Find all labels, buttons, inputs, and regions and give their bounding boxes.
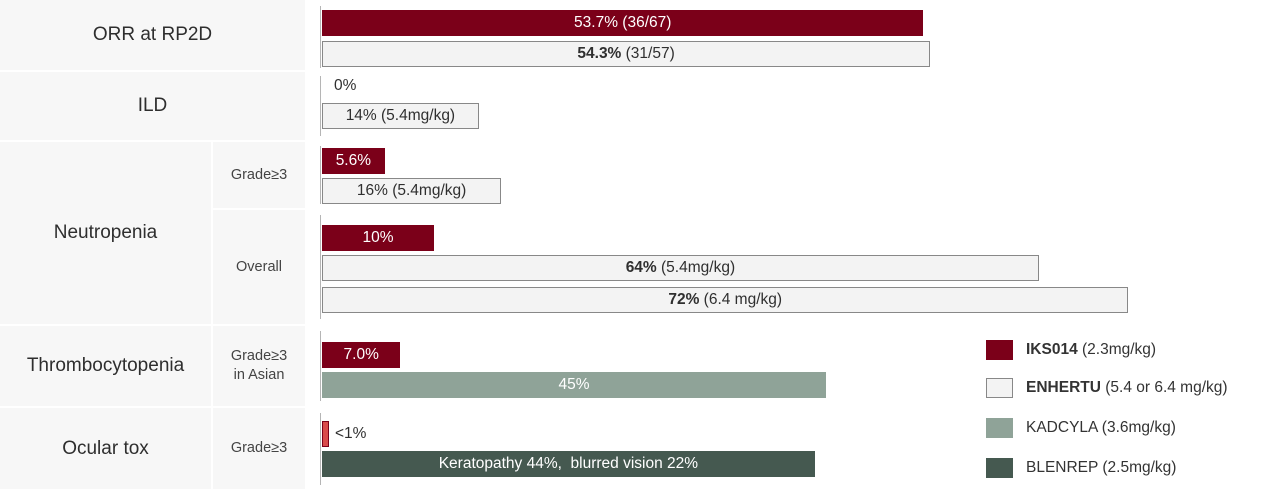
bar-ocular_small xyxy=(322,421,329,447)
bar-value-label: 10% xyxy=(362,229,394,246)
category-label: ORR at RP2D xyxy=(92,24,213,45)
bar-value-label: 7.0% xyxy=(343,346,379,363)
row-label-thrombocytopenia: Thrombocytopenia xyxy=(0,326,211,408)
bar-enh xyxy=(322,287,1129,313)
axis-line xyxy=(320,331,321,401)
row-label-ild: ILD xyxy=(0,72,305,142)
legend-text: KADCYLA (3.6mg/kg) xyxy=(1026,419,1176,436)
axis-line xyxy=(320,146,321,204)
category-label: Ocular tox xyxy=(62,437,149,459)
sub-label-thrombo-grade3-asian: Grade≥3 in Asian xyxy=(211,326,305,408)
bar-iks xyxy=(322,148,385,174)
bar-value-label: 53.7% (36/67) xyxy=(574,14,672,31)
bar-value-label: 64% (5.4mg/kg) xyxy=(625,259,736,276)
bar-iks xyxy=(322,342,401,368)
axis-line xyxy=(320,6,321,68)
category-label: Neutropenia xyxy=(53,222,158,243)
legend-item-iks014: IKS014 (2.3mg/kg) xyxy=(986,339,1156,361)
legend-swatch xyxy=(986,418,1013,438)
bar-value-label: 5.6% xyxy=(335,152,372,169)
legend-swatch xyxy=(986,340,1013,360)
bar-value-label: <1% xyxy=(335,425,367,442)
bar-enh xyxy=(322,103,479,129)
sub-label-ocular-grade3: Grade≥3 xyxy=(211,408,305,491)
legend-swatch xyxy=(986,378,1013,398)
axis-line xyxy=(320,76,321,136)
axis-line xyxy=(320,413,321,485)
category-label: Thrombocytopenia xyxy=(26,355,185,376)
bar-value-label: 16% (5.4mg/kg) xyxy=(356,182,467,199)
bar-value-label: 72% (6.4 mg/kg) xyxy=(668,291,783,308)
bar-enh xyxy=(322,255,1039,281)
row-label-orr: ORR at RP2D xyxy=(0,0,305,72)
sub-label: Grade≥3 xyxy=(230,166,288,183)
category-label: ILD xyxy=(137,95,168,116)
bar-kad xyxy=(322,372,826,398)
legend-swatch xyxy=(986,458,1013,478)
bar-value-label: 0% xyxy=(334,77,357,94)
row-label-ocular: Ocular tox xyxy=(0,408,211,491)
bar-enh xyxy=(322,41,931,67)
bar-value-label: 45% xyxy=(558,376,590,393)
sub-label: Grade≥3 xyxy=(230,440,288,456)
sub-label-neutropenia-overall: Overall xyxy=(211,210,305,326)
sub-label-neutropenia-grade3: Grade≥3 xyxy=(211,142,305,210)
sub-label: Grade≥3 in Asian xyxy=(230,348,288,383)
row-label-neutropenia: Neutropenia xyxy=(0,142,211,326)
bar-iks xyxy=(322,10,924,36)
legend-item-blenrep: BLENREP (2.5mg/kg) xyxy=(986,457,1176,479)
axis-line xyxy=(320,215,321,319)
bar-value-label: 54.3% (31/57) xyxy=(577,45,675,62)
legend-item-kadcyla: KADCYLA (3.6mg/kg) xyxy=(986,417,1176,439)
bar-enh xyxy=(322,178,502,204)
bar-blen xyxy=(322,451,815,477)
legend-item-enhertu: ENHERTU (5.4 or 6.4 mg/kg) xyxy=(986,377,1228,399)
bar-value-label: Keratopathy 44%, blurred vision 22% xyxy=(438,455,699,472)
sub-label: Overall xyxy=(236,258,282,275)
legend-text: IKS014 (2.3mg/kg) xyxy=(1026,341,1157,358)
bar-iks xyxy=(322,225,434,251)
bar-value-label: 14% (5.4mg/kg) xyxy=(345,107,456,124)
legend-text: ENHERTU (5.4 or 6.4 mg/kg) xyxy=(1026,379,1228,396)
legend-text: BLENREP (2.5mg/kg) xyxy=(1026,459,1177,476)
